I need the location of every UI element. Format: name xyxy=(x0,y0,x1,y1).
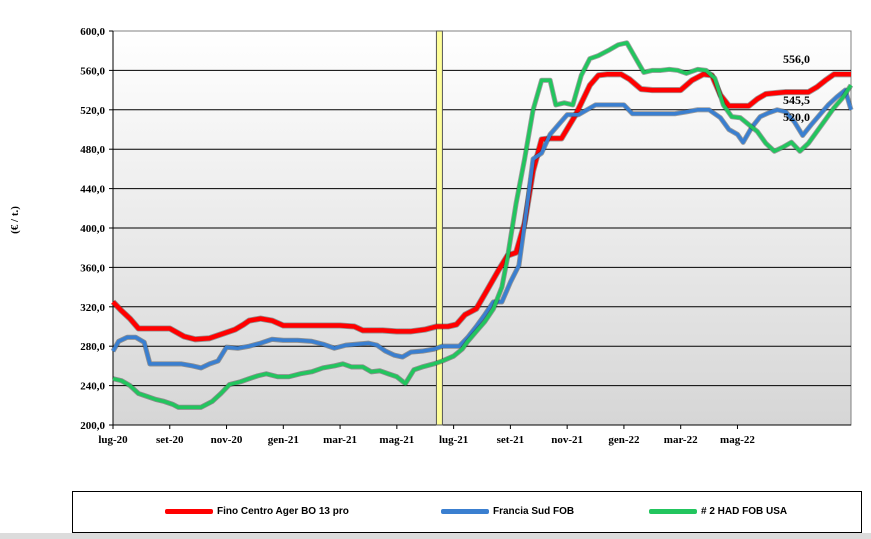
legend-item-had: # 2 HAD FOB USA xyxy=(649,506,787,517)
legend-label-fino: Fino Centro Ager BO 13 pro xyxy=(217,506,349,517)
series-line xyxy=(111,88,853,370)
y-tick-label: 600,0 xyxy=(80,26,105,38)
vertical-marker xyxy=(435,30,443,426)
y-axis-ticks: 200,0 240,0 280,0 320,0 360,0 400,0 440,0 480,0… xyxy=(80,26,851,432)
y-axis-label-svg: (€ / t.) xyxy=(9,206,21,234)
legend-swatch-francia xyxy=(441,509,489,514)
y-tick-label: 440,0 xyxy=(80,184,105,196)
y-tick-label: 480,0 xyxy=(80,144,105,156)
x-tick-label: nov-20 xyxy=(211,434,243,446)
legend: Fino Centro Ager BO 13 pro Francia Sud F… xyxy=(72,491,862,533)
x-tick-label: lug-21 xyxy=(439,434,468,446)
value-annotation: 556,0 xyxy=(783,52,810,66)
gridlines xyxy=(113,69,851,387)
y-tick-label: 360,0 xyxy=(80,262,105,274)
x-tick-label: set-21 xyxy=(497,434,525,446)
series-line xyxy=(111,72,851,342)
legend-swatch-had xyxy=(649,509,697,514)
x-tick-label: mag-21 xyxy=(379,434,414,446)
series-lines xyxy=(110,40,854,410)
value-annotation: 520,0 xyxy=(783,110,810,124)
y-tick-label: 280,0 xyxy=(80,341,105,353)
legend-item-fino: Fino Centro Ager BO 13 pro xyxy=(165,506,349,517)
bottom-strip xyxy=(0,533,871,539)
x-tick-label: mar-22 xyxy=(664,434,698,446)
x-tick-label: lug-20 xyxy=(98,434,128,446)
y-tick-label: 560,0 xyxy=(80,65,105,77)
x-tick-label: set-20 xyxy=(156,434,184,446)
series-line xyxy=(112,41,853,410)
y-tick-label: 200,0 xyxy=(80,420,105,432)
marker-bar xyxy=(435,30,443,426)
legend-label-had: # 2 HAD FOB USA xyxy=(701,506,788,517)
x-tick-label: nov-21 xyxy=(551,434,583,446)
y-axis-label: (€ / t.) xyxy=(9,206,21,234)
x-tick-label: mag-22 xyxy=(720,434,755,446)
y-tick-label: 240,0 xyxy=(80,381,105,393)
value-annotation: 545,5 xyxy=(783,93,810,107)
y-tick-label: 520,0 xyxy=(80,105,105,117)
legend-label-francia: Francia Sud FOB xyxy=(493,506,575,517)
legend-item-francia: Francia Sud FOB xyxy=(441,506,574,517)
x-axis-ticks: lug-20 set-20 nov-20 gen-21 mar-21 mag-21 lug-… xyxy=(98,425,755,446)
legend-swatch-fino xyxy=(165,509,213,514)
y-axis-label-wrap: (€ / t.) xyxy=(4,190,24,250)
value-annotations: 556,0 545,5 520,0 xyxy=(783,52,810,124)
x-tick-label: gen-22 xyxy=(608,434,640,446)
x-tick-label: mar-21 xyxy=(323,434,357,446)
y-tick-label: 320,0 xyxy=(80,302,105,314)
y-tick-label: 400,0 xyxy=(80,223,105,235)
x-tick-label: gen-21 xyxy=(268,434,299,446)
